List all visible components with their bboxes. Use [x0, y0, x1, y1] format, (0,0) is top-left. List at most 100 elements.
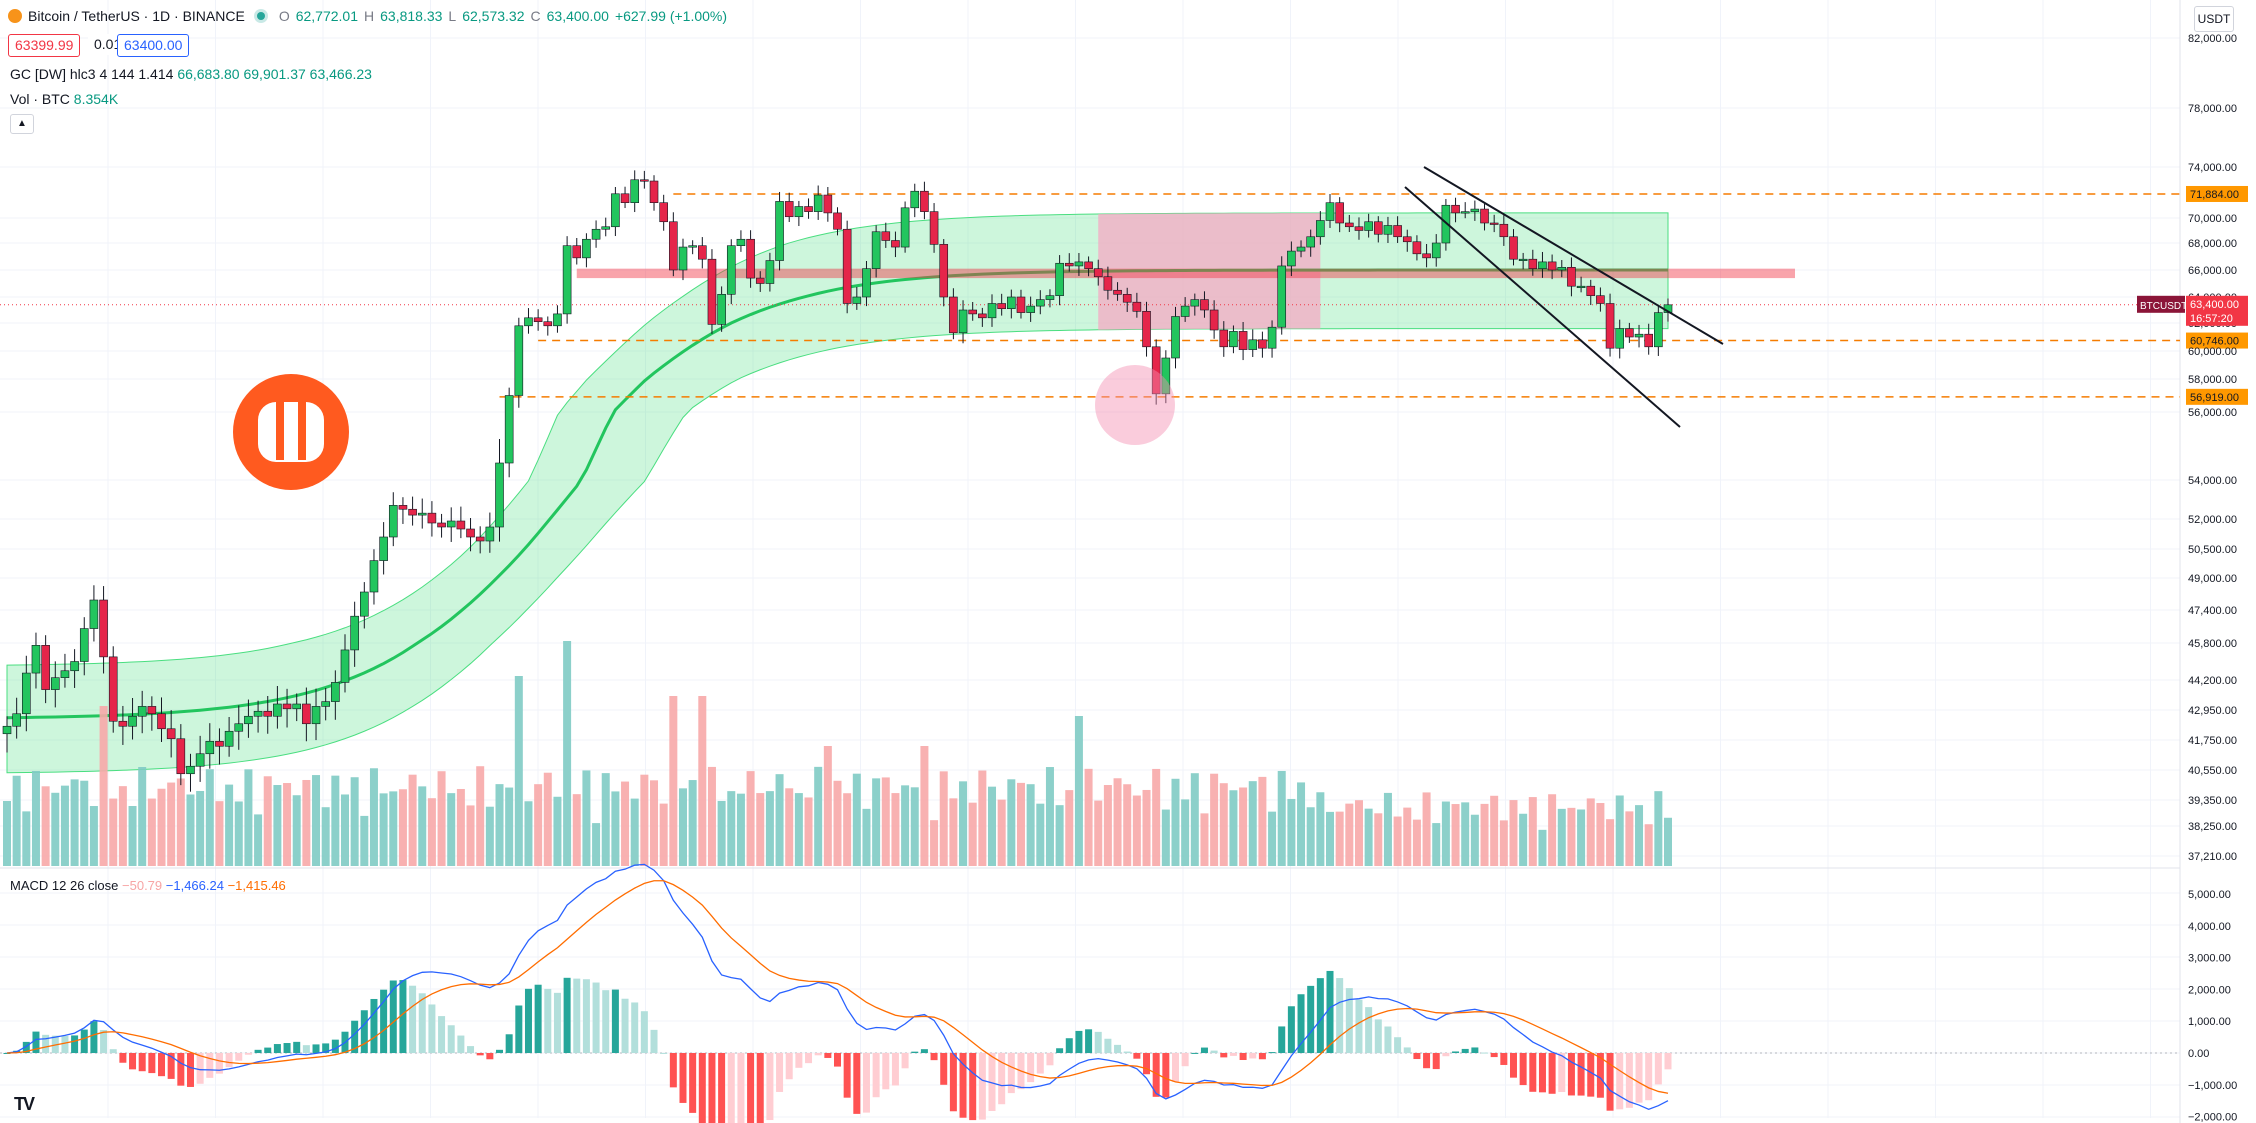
candle-body	[1306, 236, 1315, 248]
macd-axis-tick-label: 0.00	[2188, 1048, 2209, 1060]
candle-body	[1615, 328, 1625, 349]
currency-selector[interactable]: USDT	[2194, 6, 2234, 32]
macd-histogram-bar	[61, 1035, 69, 1053]
macd-histogram-bar	[1114, 1044, 1122, 1053]
macd-histogram-bar	[293, 1041, 301, 1053]
volume-bar	[1548, 794, 1557, 866]
macd-histogram-bar	[814, 1053, 822, 1056]
candle-body	[978, 313, 987, 319]
macd-axis-tick-label: 2,000.00	[2188, 984, 2231, 996]
macd-axis-tick-label: 5,000.00	[2188, 889, 2231, 901]
volume-bar	[1461, 802, 1470, 866]
candles	[2, 170, 1673, 792]
volume-bar	[1422, 792, 1431, 866]
buy-price-button[interactable]: 63400.00	[117, 34, 190, 57]
candle-body	[427, 512, 437, 524]
volume-bar	[360, 815, 369, 866]
volume-bars	[3, 641, 1672, 866]
candle-body	[1345, 222, 1354, 228]
volume-bar	[833, 780, 842, 866]
gaussian-channel	[6, 212, 1669, 774]
candle-body	[1238, 331, 1248, 350]
volume-bar	[563, 641, 572, 866]
macd-histogram-bar	[1616, 1053, 1624, 1110]
candle-body	[1132, 301, 1142, 312]
macd-histogram-bar	[254, 1049, 262, 1053]
macd-axis-tick-label: 4,000.00	[2188, 921, 2231, 933]
price-axis: 82,000.00 78,000.00 74,000.00 70,000.00 68,0…	[2137, 33, 2248, 863]
macd-histogram-bar	[1490, 1053, 1498, 1058]
volume-bar	[736, 793, 745, 866]
volume-bar	[263, 776, 272, 866]
macd-histogram-bar	[843, 1053, 851, 1098]
volume-legend[interactable]: Vol · BTC 8.354K	[10, 91, 118, 107]
macd-histogram-bar	[1297, 994, 1305, 1053]
volume-bar	[321, 807, 330, 866]
indicator-legend[interactable]: GC [DW] hlc3 4 144 1.414 66,683.80 69,90…	[10, 66, 372, 82]
candle-body	[1064, 262, 1074, 267]
ohlc-close: 63,400.00	[546, 8, 609, 24]
symbol-title[interactable]: Bitcoin / TetherUS · 1D · BINANCE	[28, 8, 245, 24]
volume-bar	[128, 806, 137, 866]
volume-bar	[804, 797, 813, 866]
candle-body	[1402, 236, 1412, 243]
candle-body	[1625, 328, 1634, 338]
macd-histogram-bar	[1432, 1053, 1440, 1070]
volume-bar	[1306, 807, 1315, 866]
channel-midline	[6, 268, 1669, 720]
macd-histogram-bar	[22, 1041, 30, 1053]
candle-body	[292, 703, 302, 710]
volume-bar	[630, 798, 639, 866]
candle-body	[408, 508, 417, 516]
candle-body	[958, 309, 968, 334]
volume-bar	[234, 801, 243, 866]
candle-body	[417, 512, 427, 516]
macd-histogram-bar	[1452, 1051, 1460, 1053]
chevron-up-icon[interactable]: ▲	[10, 114, 34, 134]
volume-bar	[959, 781, 968, 866]
candle-body	[929, 211, 939, 245]
candle-body	[128, 715, 137, 727]
macd-histogram-bar	[244, 1053, 252, 1055]
volume-bar	[534, 784, 543, 866]
volume-bar	[1268, 811, 1277, 866]
macd-histogram-bar	[1220, 1053, 1228, 1058]
tradingview-logo-icon[interactable]: TV	[14, 1094, 35, 1114]
macd-legend[interactable]: MACD 12 26 close −50.79 −1,466.24 −1,415…	[10, 878, 286, 893]
volume-bar	[1451, 804, 1460, 866]
volume-bar	[1248, 781, 1257, 866]
macd-histogram-bar	[862, 1053, 870, 1113]
macd-histogram-bar	[129, 1053, 137, 1070]
macd-histogram-bar	[611, 989, 619, 1053]
candle-body	[987, 303, 997, 319]
volume-bar	[379, 793, 388, 866]
volume-bar	[727, 791, 736, 866]
macd-histogram-bar	[940, 1053, 948, 1085]
price-axis-tick-label: 50,500.00	[2188, 544, 2237, 556]
candle-body	[1171, 316, 1180, 359]
macd-histogram-bar	[1123, 1051, 1131, 1053]
volume-bar	[601, 773, 610, 866]
volume-bar	[1557, 808, 1566, 866]
macd-histogram-bar	[42, 1034, 50, 1053]
macd-histogram-bar	[360, 1010, 368, 1053]
candle-body	[1422, 253, 1431, 259]
volume-bar	[572, 794, 581, 866]
candle-body	[717, 293, 726, 325]
candle-body	[1393, 225, 1402, 238]
macd-histogram-bar	[1258, 1053, 1266, 1060]
candle-body	[1277, 265, 1287, 328]
volume-bar	[543, 772, 552, 866]
candle-body	[41, 645, 50, 690]
candle-body	[1093, 268, 1103, 278]
macd-histogram-bar	[1171, 1053, 1179, 1082]
macd-histogram-bar	[805, 1053, 813, 1064]
candle-body	[1373, 221, 1383, 235]
macd-histogram-bar	[186, 1053, 194, 1087]
macd-histogram-bar	[1191, 1052, 1199, 1054]
candle-body	[1586, 285, 1596, 296]
price-axis-tick-label: 47,400.00	[2188, 605, 2237, 617]
candle-body	[765, 260, 775, 284]
sell-price-button[interactable]: 63399.99	[8, 34, 81, 57]
